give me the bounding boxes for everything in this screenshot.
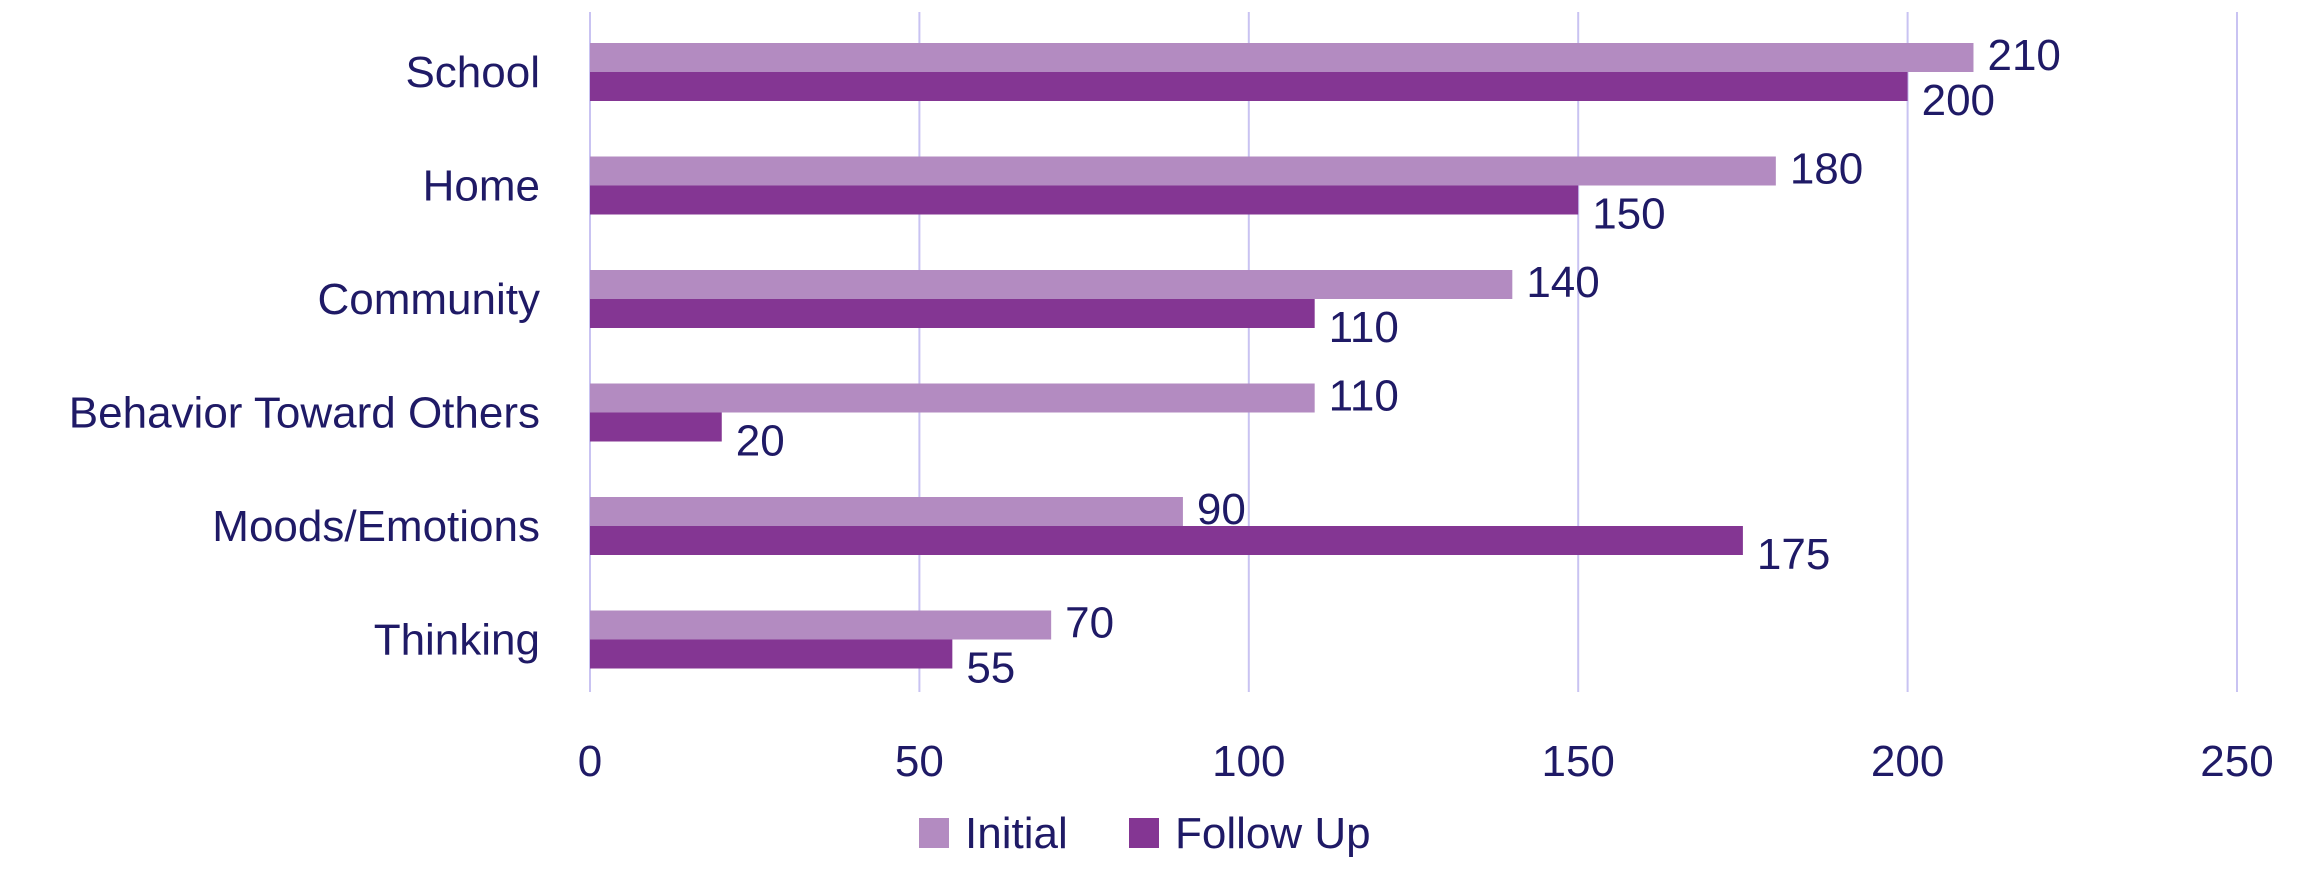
category-label: Community	[318, 275, 541, 324]
value-axis: 0 50 100 150 200 250	[578, 737, 2274, 786]
legend-swatch	[1129, 818, 1159, 848]
bar-initial	[590, 270, 1513, 299]
category-label: Behavior Toward Others	[69, 389, 540, 438]
legend-label: Initial	[965, 809, 1068, 858]
legend-swatch	[919, 818, 949, 848]
data-label-follow-up: 200	[1922, 76, 1995, 125]
data-label-initial: 210	[1987, 31, 2060, 80]
bar-initial	[590, 383, 1315, 413]
data-label-follow-up: 110	[1329, 303, 1399, 352]
bar-follow-up	[590, 299, 1315, 328]
category-label: Moods/Emotions	[212, 502, 540, 551]
bar-initial	[590, 610, 1052, 640]
x-tick-label: 100	[1212, 737, 1285, 786]
data-label-follow-up: 20	[736, 417, 785, 466]
data-label-initial: 70	[1065, 599, 1114, 648]
data-label-initial: 110	[1329, 372, 1399, 421]
bar-follow-up	[590, 412, 722, 442]
x-tick-label: 150	[1541, 737, 1614, 786]
data-label-follow-up: 55	[966, 644, 1015, 693]
legend-label: Follow Up	[1175, 809, 1371, 858]
bar-follow-up	[590, 526, 1743, 555]
data-label-initial: 90	[1197, 485, 1246, 534]
bars	[590, 43, 1974, 669]
bar-initial	[590, 43, 1974, 72]
data-label-follow-up: 150	[1592, 190, 1665, 239]
x-tick-label: 200	[1871, 737, 1944, 786]
category-axis: School Home Community Behavior Toward Other…	[69, 48, 540, 665]
bar-initial	[590, 156, 1776, 186]
data-label-follow-up: 175	[1757, 530, 1830, 579]
category-label: Home	[423, 162, 540, 211]
legend: Initial Follow Up	[919, 809, 1371, 858]
category-label: Thinking	[374, 616, 540, 665]
bar-follow-up	[590, 185, 1579, 215]
x-tick-label: 50	[895, 737, 944, 786]
data-label-initial: 180	[1790, 145, 1863, 194]
data-label-initial: 140	[1526, 258, 1599, 307]
bar-follow-up	[590, 72, 1908, 101]
category-label: School	[405, 48, 540, 97]
gridlines	[589, 12, 2238, 692]
x-tick-label: 0	[578, 737, 602, 786]
x-tick-label: 250	[2200, 737, 2273, 786]
bar-initial	[590, 497, 1183, 526]
bar-follow-up	[590, 639, 953, 669]
